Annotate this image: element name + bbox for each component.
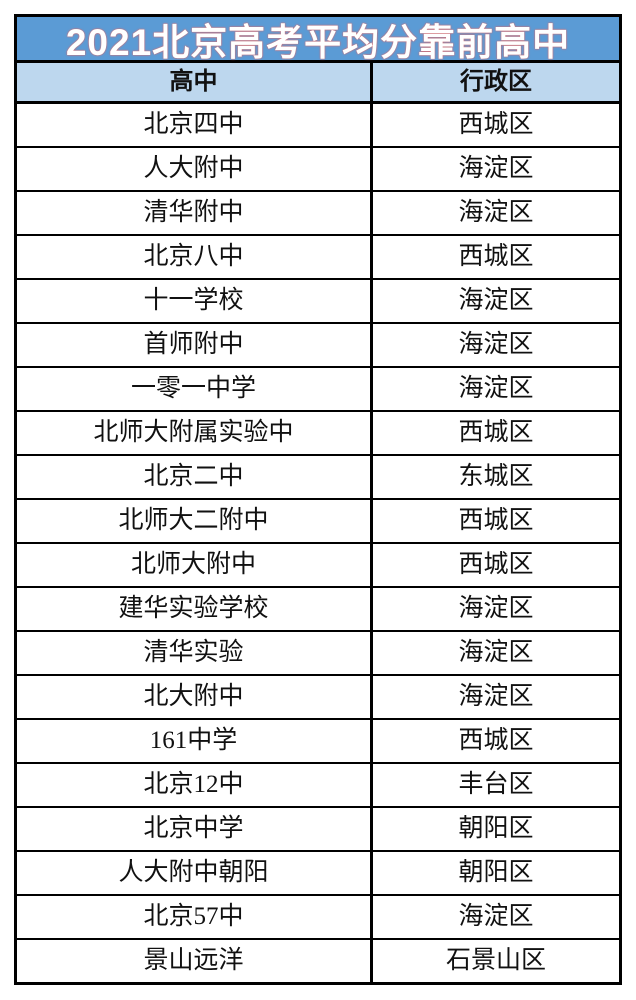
table-row: 人大附中朝阳 朝阳区 <box>17 852 619 896</box>
district-cell: 西城区 <box>370 500 619 542</box>
district-cell: 海淀区 <box>370 632 619 674</box>
table-row: 北大附中 海淀区 <box>17 676 619 720</box>
school-cell: 北京四中 <box>143 111 244 138</box>
table-row: 北京57中 海淀区 <box>17 896 619 940</box>
school-cell: 一零一中学 <box>130 375 256 402</box>
table-row: 161中学 西城区 <box>17 720 619 764</box>
school-cell: 北京12中 <box>143 771 244 798</box>
table-header: 高中 行政区 <box>17 63 619 104</box>
school-cell: 清华实验 <box>143 639 244 666</box>
district-cell: 石景山区 <box>370 940 619 982</box>
school-cell: 北京二中 <box>143 463 244 490</box>
column-header-district: 行政区 <box>370 63 619 101</box>
school-cell: 北师大附中 <box>130 551 256 578</box>
school-cell: 清华附中 <box>143 199 244 226</box>
table-row: 北师大附中 西城区 <box>17 544 619 588</box>
table-body: 北京四中 西城区 人大附中 海淀区 清华附中 海淀区 北京八中 西城区 十一学校 海淀区 首师附中海… <box>17 104 619 982</box>
district-cell: 西城区 <box>370 544 619 586</box>
school-cell: 北京57中 <box>143 903 244 930</box>
district-cell: 海淀区 <box>370 588 619 630</box>
district-cell: 海淀区 <box>370 676 619 718</box>
table-row: 北京中学 朝阳区 <box>17 808 619 852</box>
school-cell: 北师大附属实验中 <box>93 419 294 446</box>
school-cell: 北京八中 <box>143 243 244 270</box>
table-row: 北京八中 西城区 <box>17 236 619 280</box>
table-row: 清华附中 海淀区 <box>17 192 619 236</box>
table-row: 清华实验 海淀区 <box>17 632 619 676</box>
table-row: 景山远洋 石景山区 <box>17 940 619 982</box>
district-cell: 海淀区 <box>370 148 619 190</box>
school-cell: 北师大二附中 <box>118 507 269 534</box>
district-cell: 海淀区 <box>370 324 619 366</box>
district-cell: 海淀区 <box>370 368 619 410</box>
district-cell: 朝阳区 <box>370 852 619 894</box>
table-row: 北京四中 西城区 <box>17 104 619 148</box>
table-row: 人大附中 海淀区 <box>17 148 619 192</box>
district-cell: 海淀区 <box>370 896 619 938</box>
table-row: 北师大附属实验中 西城区 <box>17 412 619 456</box>
district-cell: 海淀区 <box>370 280 619 322</box>
table-row: 北京二中 东城区 <box>17 456 619 500</box>
school-cell: 人大附中朝阳 <box>118 859 269 886</box>
table-row: 首师附中 海淀区 <box>17 324 619 368</box>
table-row: 十一学校 海淀区 <box>17 280 619 324</box>
school-cell: 北京中学 <box>143 815 244 842</box>
district-cell: 丰台区 <box>370 764 619 806</box>
column-header-school: 高中 <box>169 69 218 95</box>
school-cell: 首师附中 <box>143 331 244 358</box>
table-row: 北师大二附中 西城区 <box>17 500 619 544</box>
school-cell: 人大附中 <box>143 155 244 182</box>
table-row: 北京12中 丰台区 <box>17 764 619 808</box>
district-cell: 海淀区 <box>370 192 619 234</box>
table-row: 一零一中学 海淀区 <box>17 368 619 412</box>
district-cell: 西城区 <box>370 236 619 278</box>
district-cell: 东城区 <box>370 456 619 498</box>
district-cell: 西城区 <box>370 104 619 146</box>
district-cell: 西城区 <box>370 412 619 454</box>
school-cell: 161中学 <box>149 727 238 754</box>
school-cell: 北大附中 <box>143 683 244 710</box>
district-cell: 朝阳区 <box>370 808 619 850</box>
table-title: 2021北京高考平均分靠前高中 <box>17 17 619 63</box>
school-cell: 十一学校 <box>143 287 244 314</box>
table-row: 建华实验学校 海淀区 <box>17 588 619 632</box>
district-cell: 西城区 <box>370 720 619 762</box>
rank-table: 2021北京高考平均分靠前高中 高中 行政区 北京四中 西城区 人大附中 海淀区 清华附… <box>14 14 622 985</box>
school-cell: 景山远洋 <box>143 947 244 974</box>
school-cell: 建华实验学校 <box>118 595 269 622</box>
